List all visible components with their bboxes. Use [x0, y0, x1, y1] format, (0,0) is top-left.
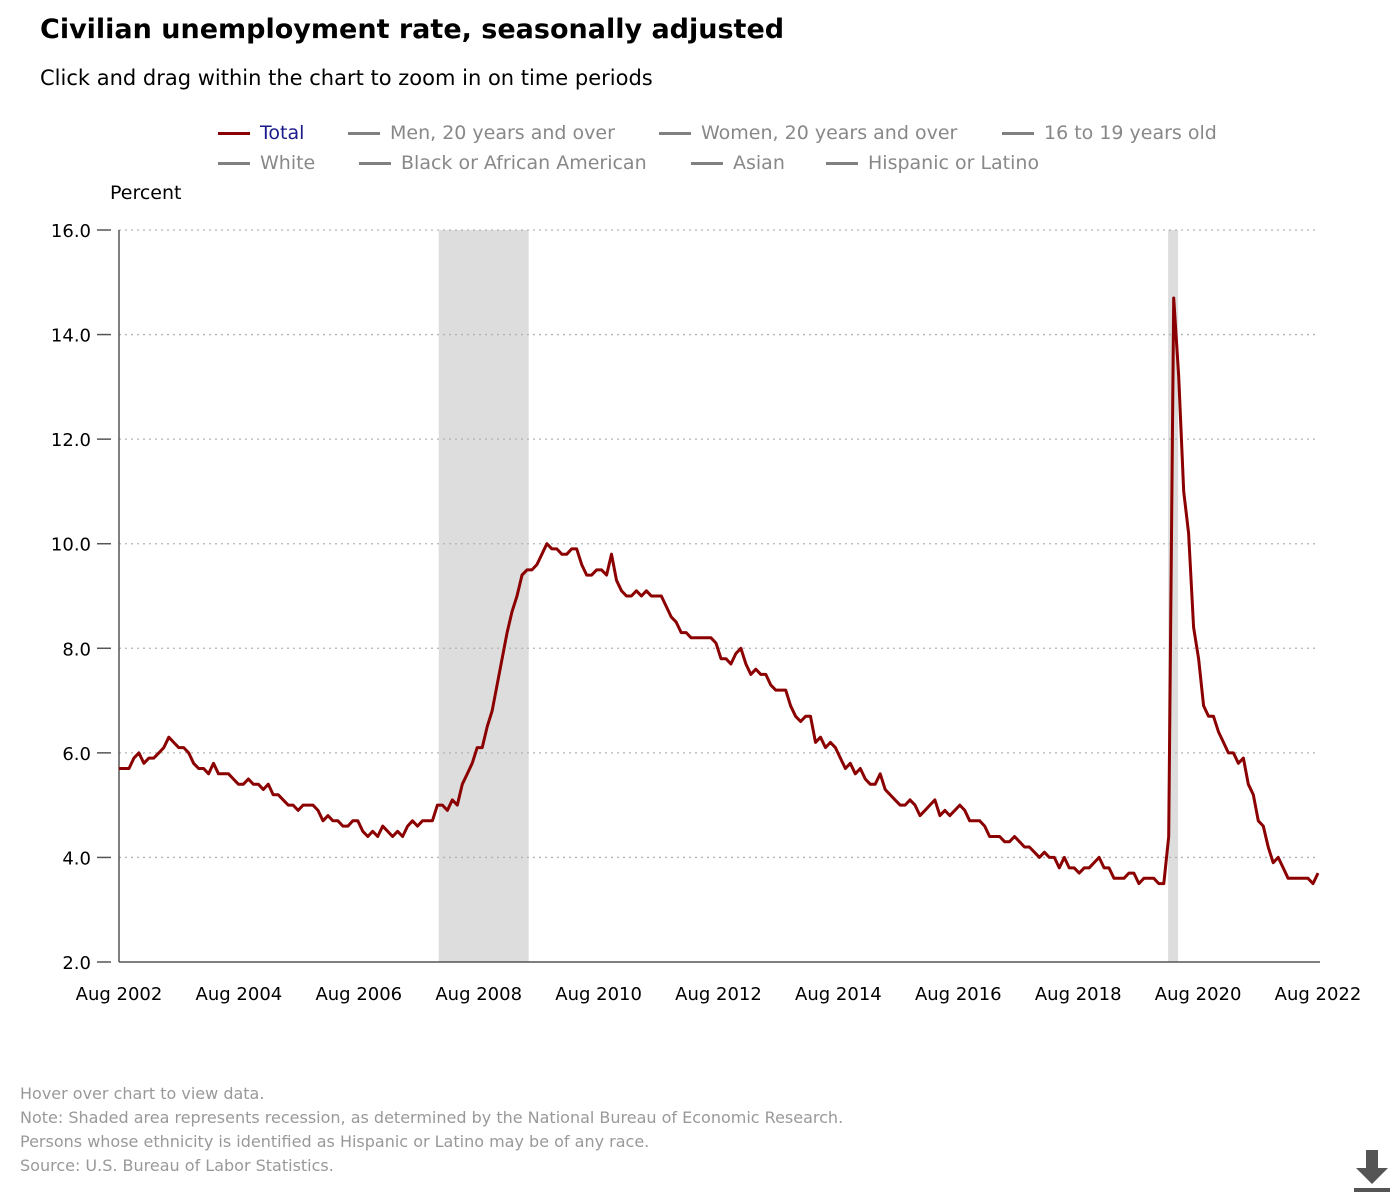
note-source: Source: U.S. Bureau of Labor Statistics.	[20, 1156, 334, 1175]
legend-swatch	[218, 161, 250, 165]
legend-item-men[interactable]: Men, 20 years and over	[348, 122, 615, 144]
legend-item-teens[interactable]: 16 to 19 years old	[1002, 122, 1217, 144]
legend-swatch	[348, 131, 380, 135]
x-tick-label: Aug 2004	[196, 984, 283, 1005]
legend-swatch	[659, 131, 691, 135]
download-icon[interactable]	[1352, 1148, 1392, 1194]
series-lines	[119, 296, 1320, 886]
legend-label: Men, 20 years and over	[390, 122, 615, 144]
note-recession: Note: Shaded area represents recession, …	[20, 1108, 844, 1127]
x-tick-label: Aug 2012	[675, 984, 762, 1005]
legend-item-total[interactable]: Total	[218, 122, 304, 144]
legend-swatch	[359, 161, 391, 165]
chart-notes: Hover over chart to view data. Note: Sha…	[20, 1082, 843, 1178]
note-hover: Hover over chart to view data.	[20, 1084, 265, 1103]
x-tick-label: Aug 2008	[435, 984, 522, 1005]
x-tick-label: Aug 2002	[76, 984, 163, 1005]
legend-item-white[interactable]: White	[218, 152, 315, 174]
chart-title: Civilian unemployment rate, seasonally a…	[40, 14, 785, 45]
gridlines	[119, 229, 1318, 859]
chart-subtitle: Click and drag within the chart to zoom …	[40, 66, 653, 90]
legend-row-1: Total Men, 20 years and over Women, 20 y…	[0, 122, 1400, 152]
legend-swatch	[1002, 131, 1034, 135]
line-chart[interactable]: 2.0 4.0 6.0 8.0 10.0 12.0 14.0 16.0 Aug 2002 Aug …	[0, 170, 1400, 1030]
legend-label: Total	[260, 122, 305, 144]
x-tick-label: Aug 2006	[315, 984, 402, 1005]
legend-label: Women, 20 years and over	[701, 122, 958, 144]
y-tick-label: 10.0	[51, 535, 91, 556]
x-tick-label: Aug 2020	[1155, 984, 1242, 1005]
y-tick-label: 12.0	[51, 430, 91, 451]
series-line-total[interactable]	[119, 296, 1320, 886]
y-tick-label: 16.0	[51, 221, 91, 242]
recession-band	[438, 230, 529, 962]
y-axis-label: Percent	[110, 182, 182, 204]
legend-row-2: White Black or African American Asian Hi…	[0, 152, 1400, 182]
y-tick-label: 8.0	[62, 639, 91, 660]
legend-swatch	[691, 161, 723, 165]
legend-label: Black or African American	[401, 152, 647, 174]
x-tick-label: Aug 2016	[915, 984, 1002, 1005]
note-hispanic: Persons whose ethnicity is identified as…	[20, 1132, 650, 1151]
x-tick-label: Aug 2022	[1275, 984, 1362, 1005]
legend-label: White	[260, 152, 316, 174]
legend-label: 16 to 19 years old	[1044, 122, 1217, 144]
axes: 2.0 4.0 6.0 8.0 10.0 12.0 14.0 16.0 Aug 2002 Aug …	[51, 221, 1361, 1005]
recession-bands	[438, 230, 1179, 962]
legend-label: Hispanic or Latino	[868, 152, 1040, 174]
legend-item-black[interactable]: Black or African American	[359, 152, 647, 174]
legend-label: Asian	[733, 152, 785, 174]
y-tick-label: 4.0	[62, 848, 91, 869]
legend-item-women[interactable]: Women, 20 years and over	[659, 122, 957, 144]
legend-swatch	[218, 131, 250, 135]
legend-swatch	[826, 161, 858, 165]
legend-item-hispanic[interactable]: Hispanic or Latino	[826, 152, 1039, 174]
x-tick-label: Aug 2018	[1035, 984, 1122, 1005]
recession-band	[1168, 230, 1179, 962]
y-tick-label: 2.0	[62, 953, 91, 974]
legend-item-asian[interactable]: Asian	[691, 152, 785, 174]
y-tick-label: 6.0	[62, 744, 91, 765]
x-tick-label: Aug 2010	[555, 984, 642, 1005]
x-tick-label: Aug 2014	[795, 984, 882, 1005]
y-tick-label: 14.0	[51, 326, 91, 347]
